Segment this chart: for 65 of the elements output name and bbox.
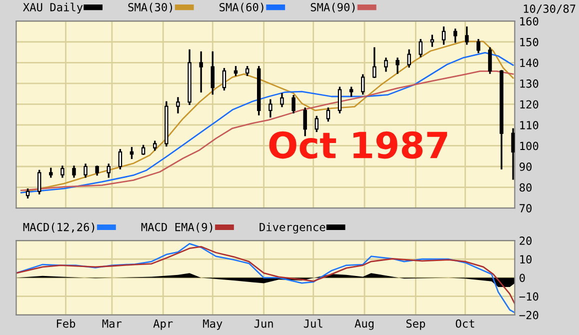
candlestick bbox=[476, 38, 480, 54]
candlestick bbox=[176, 97, 180, 114]
candlestick bbox=[360, 74, 365, 95]
legend-label: Divergence bbox=[260, 222, 326, 234]
y-tick-label: 70 bbox=[520, 204, 532, 212]
x-tick-label: May bbox=[203, 319, 222, 330]
y-tick-label: 160 bbox=[520, 17, 538, 26]
candlestick bbox=[396, 58, 400, 74]
y-tick-label: 10 bbox=[520, 255, 532, 264]
x-tick-label: Aug bbox=[354, 319, 374, 330]
candlestick bbox=[84, 164, 88, 178]
y-tick-label: −20 bbox=[519, 310, 538, 320]
x-tick-label: Mar bbox=[102, 319, 122, 328]
candlestick bbox=[37, 170, 42, 194]
candlestick bbox=[511, 128, 515, 180]
y-tick-label: −10 bbox=[519, 292, 538, 301]
text: 10/30/87 bbox=[524, 4, 576, 14]
y-tick-label: 120 bbox=[520, 100, 538, 109]
x-tick-label: Jul bbox=[304, 319, 322, 328]
candlestick bbox=[130, 146, 134, 160]
annotation: Oct 1987 bbox=[269, 131, 448, 159]
legend-label: SMA(30) bbox=[128, 2, 172, 13]
legend-label: SMA(60) bbox=[220, 2, 264, 13]
y-tick-label: 130 bbox=[520, 79, 538, 88]
line-series bbox=[16, 246, 515, 304]
legend-label: MACD(12,26) bbox=[23, 222, 94, 233]
candlestick bbox=[210, 51, 215, 95]
y-tick-label: 100 bbox=[520, 142, 538, 150]
candlestick bbox=[199, 51, 203, 93]
y-tick-label: 90 bbox=[520, 162, 532, 171]
candlestick bbox=[338, 86, 342, 114]
candlestick bbox=[268, 99, 272, 118]
legend-label: SMA(90) bbox=[310, 2, 355, 13]
candlestick bbox=[292, 95, 296, 114]
x-tick-label: Feb bbox=[56, 319, 76, 328]
candlestick bbox=[60, 166, 64, 178]
candlestick bbox=[384, 58, 388, 72]
legend-label: XAU Daily bbox=[22, 2, 83, 14]
x-tick-label: Jun bbox=[254, 319, 273, 328]
x-tick-label: Apr bbox=[153, 319, 173, 330]
candlestick bbox=[118, 149, 122, 170]
candlestick bbox=[222, 68, 226, 90]
candlestick bbox=[72, 166, 76, 178]
x-tick-label: Sep bbox=[406, 319, 426, 330]
y-tick-label: 80 bbox=[520, 183, 532, 192]
y-tick-label: 150 bbox=[520, 38, 538, 46]
candlestick bbox=[326, 108, 330, 122]
candlestick bbox=[106, 164, 111, 178]
candlestick bbox=[453, 28, 458, 43]
line-series bbox=[16, 242, 515, 314]
y-tick-label: 20 bbox=[520, 236, 532, 245]
candlestick bbox=[407, 49, 411, 68]
y-tick-label: 110 bbox=[520, 120, 538, 130]
candlestick bbox=[372, 47, 376, 78]
x-tick-label: Oct bbox=[456, 319, 474, 328]
y-tick-label: 0 bbox=[520, 274, 525, 282]
candlestick bbox=[314, 116, 319, 132]
candlestick bbox=[430, 34, 434, 47]
candlestick bbox=[464, 26, 469, 45]
candlestick bbox=[488, 47, 492, 74]
candlestick bbox=[280, 92, 284, 108]
legend-label: MACD EMA(9) bbox=[141, 222, 212, 233]
candlestick bbox=[442, 26, 446, 45]
candlestick bbox=[418, 38, 423, 58]
y-tick-label: 140 bbox=[520, 58, 538, 68]
